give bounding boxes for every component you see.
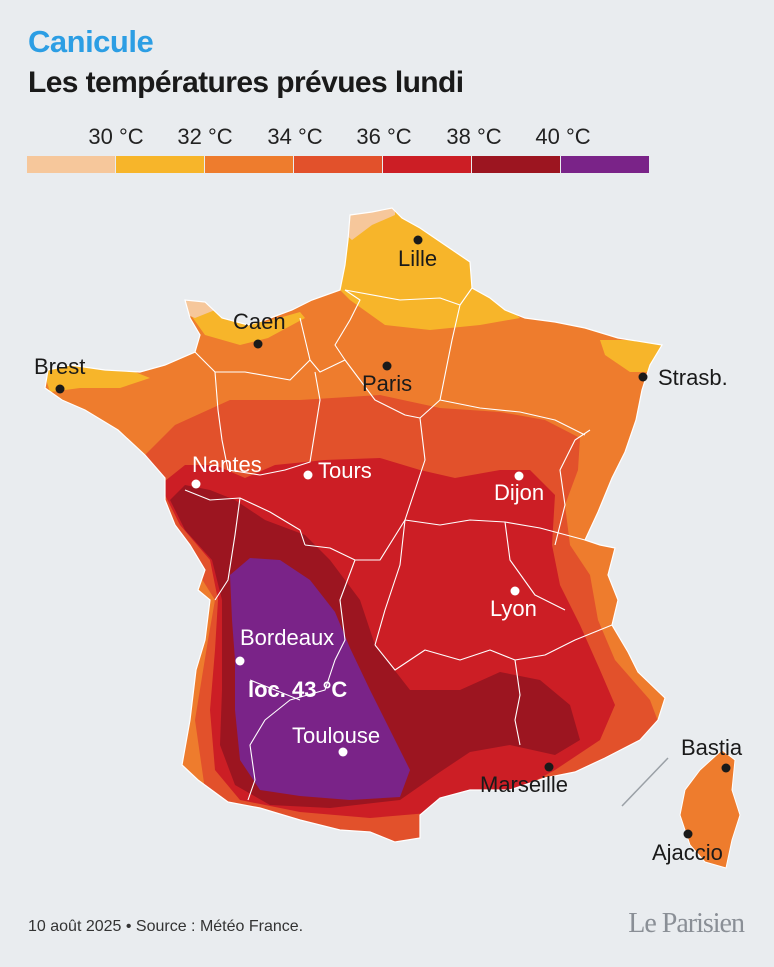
france-outline [44,207,666,843]
city-dot-bastia [721,763,731,773]
legend-label-36: 36 °C [356,124,412,149]
source-footer: 10 août 2025 • Source : Météo France. [28,918,304,935]
city-dot-brest [55,384,65,394]
city-dot-lille [413,235,423,245]
legend-color-scale [27,156,650,173]
city-label-paris: Paris [362,371,412,396]
city-label-marseille: Marseille [480,772,568,797]
city-dot-toulouse [338,747,348,757]
legend-labels: 30 °C 32 °C 34 °C 36 °C 38 °C 40 °C [0,124,774,152]
city-label-tours: Tours [318,458,372,483]
legend-swatch-above-40 [561,156,649,173]
city-label-brest: Brest [34,354,85,379]
zone-above-40 [230,558,410,800]
city-dot-lyon [510,586,520,596]
city-markers-light [191,470,524,757]
legend-swatch-36-38 [383,156,471,173]
city-dot-dijon [514,471,524,481]
legend-label-32: 32 °C [177,124,233,149]
city-label-bordeaux: Bordeaux [240,625,334,650]
city-dot-tours [303,470,313,480]
legend-swatch-below-30 [27,156,115,173]
zone-30-32-brest [45,360,150,392]
city-label-lille: Lille [398,246,437,271]
legend-swatch-30-32 [116,156,204,173]
region-borders [184,287,613,801]
legend-swatch-32-34 [205,156,293,173]
city-label-nantes: Nantes [192,452,262,477]
legend-label-40: 40 °C [535,124,591,149]
city-markers-dark [55,235,731,839]
city-dot-strasbourg [638,372,648,382]
city-label-bastia: Bastia [681,735,743,760]
city-dot-ajaccio [683,829,693,839]
legend-label-34: 34 °C [267,124,323,149]
city-label-lyon: Lyon [490,596,537,621]
corsica [679,749,741,869]
le-parisien-logo: Le Parisien [628,908,745,939]
city-label-toulouse: Toulouse [292,723,380,748]
legend-swatch-38-40 [472,156,560,173]
city-dot-bordeaux [235,656,245,666]
city-dot-nantes [191,479,201,489]
legend-swatch-34-36 [294,156,382,173]
corsica-separator-line [621,757,669,807]
max-temperature-annotation: loc. 43 °C [248,677,347,702]
city-label-caen: Caen [233,309,286,334]
city-label-dijon: Dijon [494,480,544,505]
city-dot-paris [382,361,392,371]
city-dot-caen [253,339,263,349]
legend-label-30: 30 °C [88,124,144,149]
page-title: Les températures prévues lundi [28,66,464,99]
city-label-ajaccio: Ajaccio [652,840,723,865]
city-label-strasbourg: Strasb. [658,365,728,390]
legend-label-38: 38 °C [446,124,502,149]
kicker-title: Canicule [28,24,154,59]
city-dot-marseille [544,762,554,772]
